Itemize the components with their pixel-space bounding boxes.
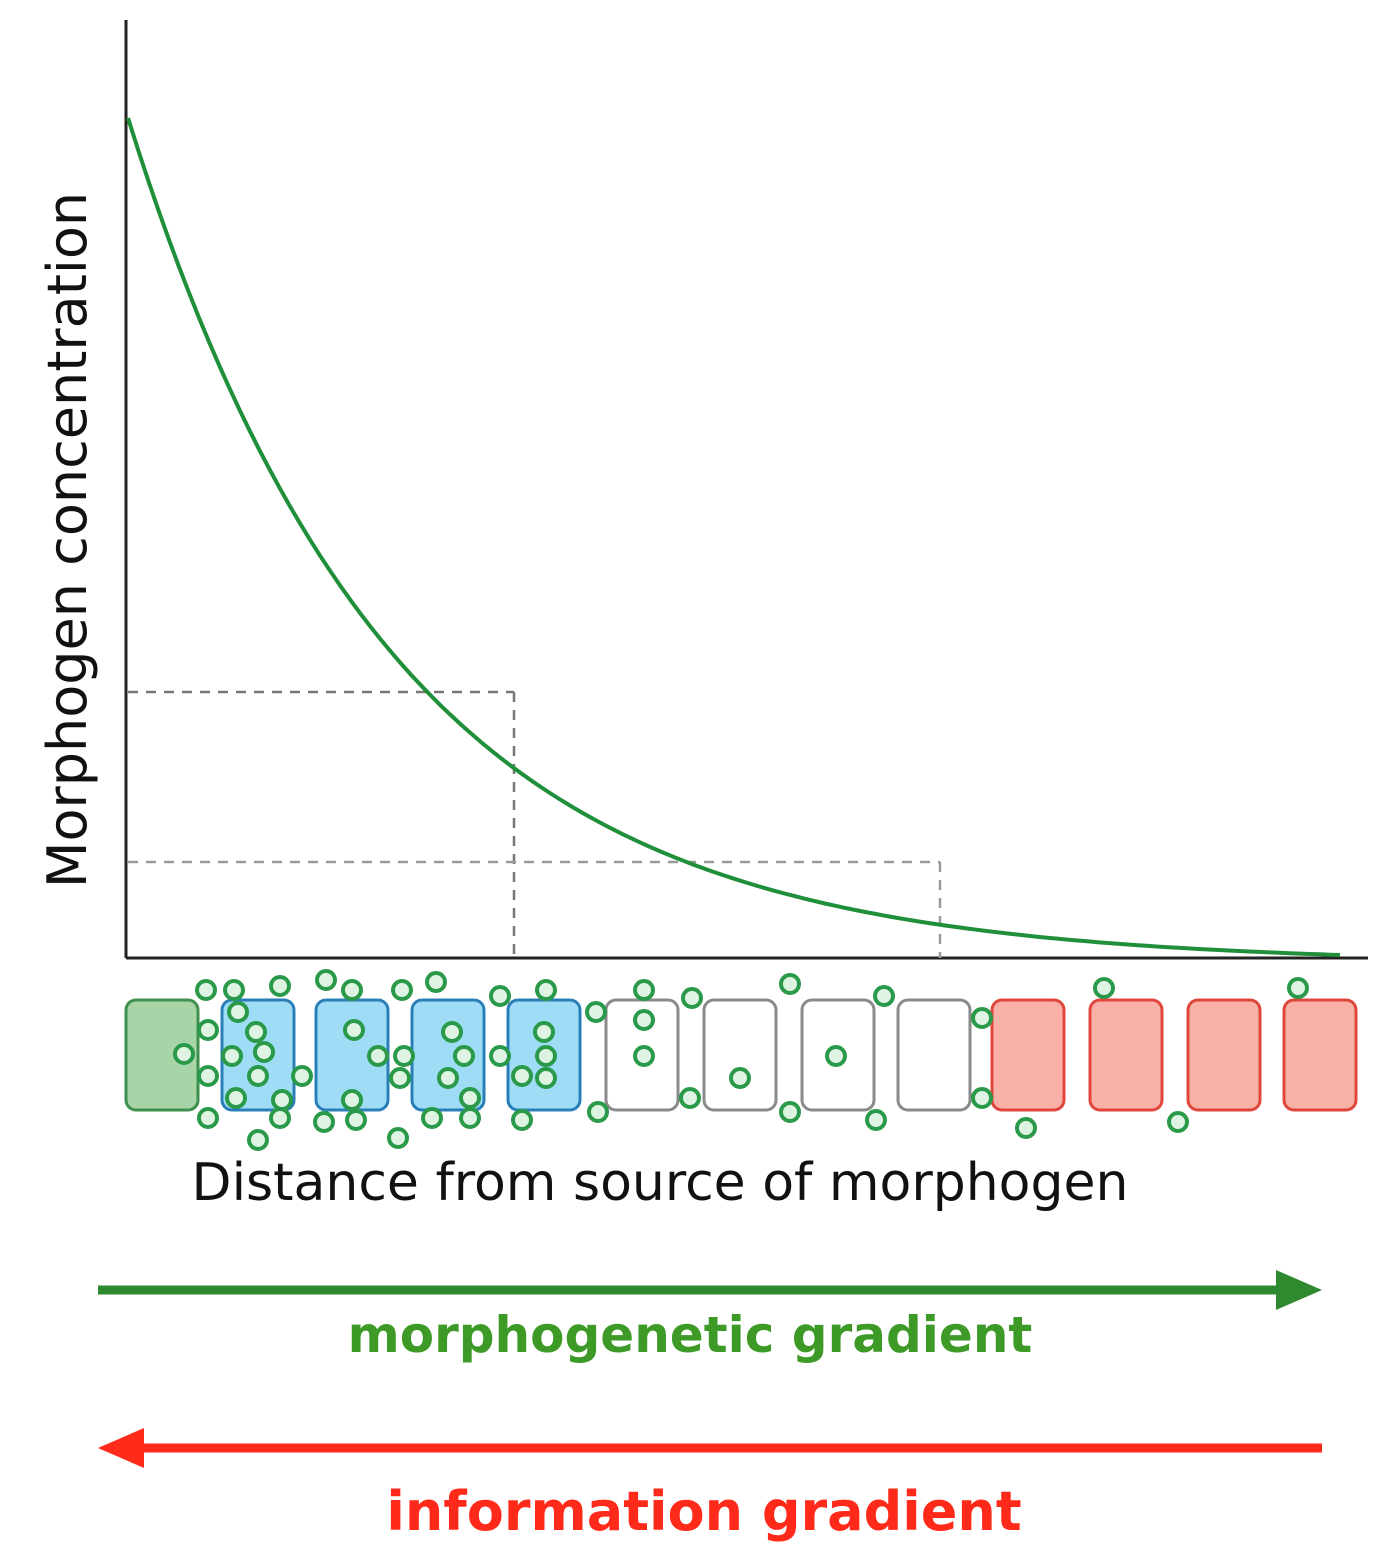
morphogen-molecule: [197, 1065, 219, 1087]
cell-red: [1282, 998, 1358, 1112]
morphogen-molecule: [633, 1009, 655, 1031]
morphogen-molecule: [633, 979, 655, 1001]
morphogen-molecule: [421, 1107, 443, 1129]
morphogen-molecule: [393, 1045, 415, 1067]
morphogen-molecules: [173, 969, 1309, 1151]
information-gradient-arrow: [98, 1428, 1322, 1468]
cell-red: [990, 998, 1066, 1112]
morphogen-molecule: [489, 985, 511, 1007]
backward-arrow-head: [98, 1428, 144, 1468]
morphogen-molecule: [269, 975, 291, 997]
morphogen-molecule: [227, 1001, 249, 1023]
morphogen-molecule: [971, 1087, 993, 1109]
morphogen-molecule: [343, 1019, 365, 1041]
morphogen-molecule: [247, 1065, 269, 1087]
morphogen-molecule: [367, 1045, 389, 1067]
morphogen-molecule: [779, 1101, 801, 1123]
morphogen-molecule: [1093, 977, 1115, 999]
morphogen-molecule: [291, 1065, 313, 1087]
forward-arrow-head: [1276, 1270, 1322, 1310]
morphogen-molecule: [585, 1001, 607, 1023]
morphogen-molecule: [459, 1107, 481, 1129]
morphogen-molecule: [341, 1089, 363, 1111]
morphogen-molecule: [511, 1065, 533, 1087]
x-axis-label: Distance from source of morphogen: [192, 1153, 1129, 1213]
morphogen-molecule: [197, 1107, 219, 1129]
morphogenetic-gradient-label: morphogenetic gradient: [348, 1306, 1033, 1364]
morphogen-molecule: [681, 987, 703, 1009]
morphogen-molecule: [1015, 1117, 1037, 1139]
morphogen-molecule: [387, 1127, 409, 1149]
morphogen-molecule: [313, 1111, 335, 1133]
morphogen-molecule: [225, 1087, 247, 1109]
morphogen-molecule: [269, 1107, 291, 1129]
morphogen-molecule: [221, 1045, 243, 1067]
morphogen-molecule: [825, 1045, 847, 1067]
morphogen-molecule: [441, 1021, 463, 1043]
morphogen-molecule: [425, 971, 447, 993]
cell-source: [124, 998, 200, 1112]
cell-red: [1088, 998, 1164, 1112]
cell-row: [124, 998, 1358, 1112]
morphogen-molecule: [489, 1045, 511, 1067]
y-axis-label: Morphogen concentration: [36, 192, 99, 888]
morphogen-molecule: [873, 985, 895, 1007]
morphogen-molecule: [247, 1129, 269, 1151]
morphogen-molecule: [223, 979, 245, 1001]
morphogen-molecule: [511, 1109, 533, 1131]
concentration-curve: [126, 117, 1341, 957]
morphogen-molecule: [271, 1089, 293, 1111]
morphogen-molecule: [779, 973, 801, 995]
morphogen-molecule: [1287, 977, 1309, 999]
morphogen-molecule: [535, 979, 557, 1001]
morphogen-molecule: [391, 979, 413, 1001]
cell-white: [702, 998, 778, 1112]
morphogen-molecule: [533, 1021, 555, 1043]
morphogen-molecule: [633, 1045, 655, 1067]
morphogen-molecule: [341, 979, 363, 1001]
morphogen-molecule: [865, 1109, 887, 1131]
morphogen-molecule: [453, 1045, 475, 1067]
cell-red: [1186, 998, 1262, 1112]
morphogenetic-gradient-arrow: [98, 1270, 1322, 1310]
morphogen-molecule: [195, 979, 217, 1001]
morphogen-molecule: [1167, 1111, 1189, 1133]
morphogen-molecule: [535, 1045, 557, 1067]
morphogen-molecule: [315, 969, 337, 991]
cell-white: [896, 998, 972, 1112]
threshold-lines: [128, 690, 942, 958]
morphogen-molecule: [345, 1109, 367, 1131]
morphogen-molecule: [459, 1087, 481, 1109]
morphogen-molecule: [245, 1021, 267, 1043]
morphogen-molecule: [197, 1019, 219, 1041]
morphogen-molecule: [389, 1067, 411, 1089]
morphogen-molecule: [971, 1007, 993, 1029]
morphogen-molecule: [173, 1043, 195, 1065]
morphogen-molecule: [253, 1041, 275, 1063]
morphogen-molecule: [729, 1067, 751, 1089]
morphogen-molecule: [587, 1101, 609, 1123]
morphogen-molecule: [679, 1087, 701, 1109]
information-gradient-label: information gradient: [386, 1480, 1021, 1543]
morphogen-molecule: [437, 1067, 459, 1089]
morphogen-molecule: [535, 1067, 557, 1089]
